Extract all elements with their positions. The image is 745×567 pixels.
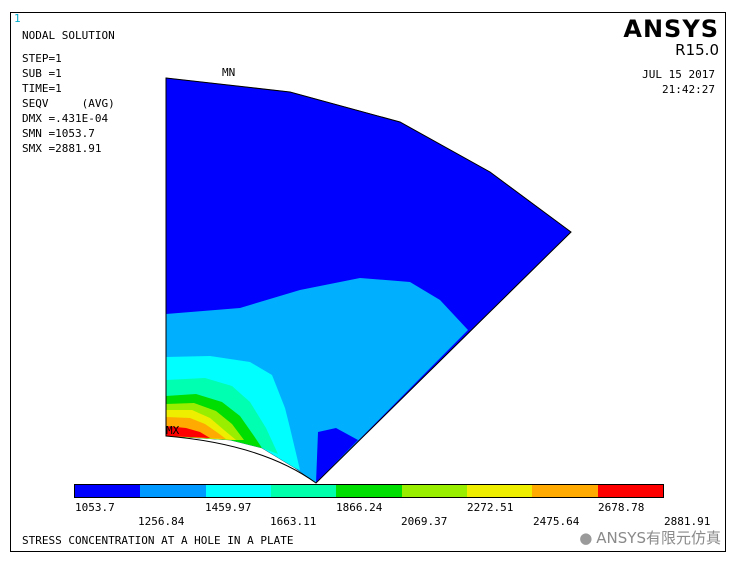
legend-value-6: 2069.37: [401, 515, 448, 528]
legend-value-3: 1459.97: [205, 501, 252, 514]
info-seqv: SEQV (AVG): [22, 97, 115, 110]
plot-subtitle: STRESS CONCENTRATION AT A HOLE IN A PLAT…: [22, 534, 294, 547]
legend-swatch-3: [205, 485, 271, 497]
datetime-stamp: JUL 15 2017 21:42:27: [642, 67, 715, 97]
info-smx: SMX =2881.91: [22, 142, 102, 155]
wechat-icon: ●: [579, 528, 593, 547]
info-step: STEP=1: [22, 52, 62, 65]
legend-value-2: 1256.84: [138, 515, 185, 528]
min-marker: MN: [222, 66, 236, 79]
info-sub: SUB =1: [22, 67, 62, 80]
logo-title: ANSYS: [623, 15, 719, 43]
legend-swatch-6: [401, 485, 467, 497]
max-marker: MX: [166, 424, 180, 437]
legend-swatch-2: [140, 485, 206, 497]
date-text: JUL 15 2017: [642, 68, 715, 81]
window-number: 1: [14, 12, 21, 25]
legend-swatch-4: [270, 485, 337, 497]
legend-value-7: 2272.51: [467, 501, 514, 514]
info-smn: SMN =1053.7: [22, 127, 95, 140]
legend-color-bar: [74, 484, 664, 498]
contour-band-1-patch: [316, 428, 358, 483]
legend-swatch-8: [532, 485, 598, 497]
legend-value-1: 1053.7: [75, 501, 115, 514]
logo-revision: R15.0: [675, 41, 719, 59]
ansys-logo: ANSYS R15.0: [623, 16, 719, 59]
solution-title: NODAL SOLUTION: [22, 29, 115, 42]
legend-swatch-9: [597, 485, 663, 497]
watermark-text: ANSYS有限元仿真: [596, 529, 721, 547]
legend-swatch-1: [75, 485, 141, 497]
legend-value-5: 1866.24: [336, 501, 383, 514]
legend-value-9: 2678.78: [598, 501, 645, 514]
legend-value-10: 2881.91: [664, 515, 711, 528]
time-text: 21:42:27: [662, 83, 715, 96]
legend-value-4: 1663.11: [270, 515, 317, 528]
info-dmx: DMX =.431E-04: [22, 112, 109, 125]
legend-swatch-7: [466, 485, 533, 497]
info-time: TIME=1: [22, 82, 62, 95]
watermark: ● ANSYS有限元仿真: [579, 527, 721, 548]
contour-band-9: [166, 426, 210, 438]
model-outline: [165, 77, 572, 484]
legend-swatch-5: [336, 485, 402, 497]
legend-value-8: 2475.64: [533, 515, 580, 528]
